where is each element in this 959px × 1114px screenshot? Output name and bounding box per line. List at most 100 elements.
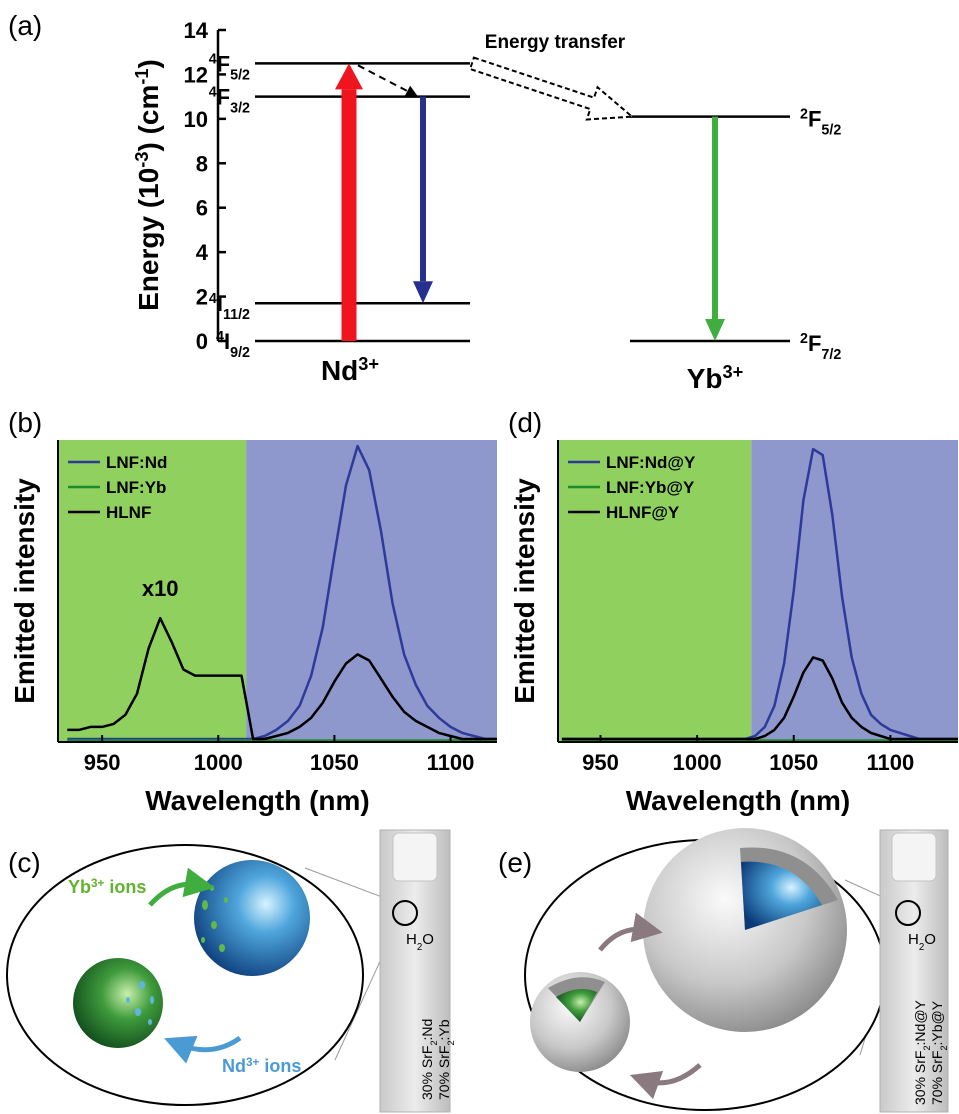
legend-label: LNF:Nd@Y bbox=[606, 453, 696, 472]
excitation-arrow bbox=[335, 63, 363, 341]
text-run: 2 bbox=[919, 942, 924, 953]
cuvette-cap bbox=[392, 832, 438, 882]
x-tick-label: 1050 bbox=[769, 750, 818, 775]
text-run: 3+ bbox=[358, 354, 379, 374]
annotation: x10 bbox=[142, 576, 179, 601]
sample-label: 30% SrF2:Nd@Y bbox=[912, 999, 932, 1105]
region bbox=[558, 440, 752, 742]
text-run: I bbox=[217, 291, 223, 316]
text-run: :Nd bbox=[419, 1019, 435, 1041]
text-run: Energy (10 bbox=[133, 168, 164, 311]
text-run: Yb bbox=[687, 363, 723, 394]
text-run: 11/2 bbox=[223, 307, 250, 323]
ion-label: Nd3+ ions bbox=[222, 1056, 301, 1077]
y-tick-label: 10 bbox=[184, 107, 208, 132]
text-run: 4 bbox=[209, 291, 217, 307]
text-run: ions bbox=[104, 877, 146, 897]
y-axis-label: Emitted intensity bbox=[9, 478, 40, 704]
transfer-arrow bbox=[629, 1063, 702, 1100]
y-tick-label: 6 bbox=[196, 196, 208, 221]
core bbox=[741, 861, 822, 930]
x-tick-label: 1100 bbox=[427, 750, 475, 775]
text-run: H bbox=[406, 931, 417, 948]
zoom-circle bbox=[392, 900, 418, 926]
text-run: ions bbox=[259, 1056, 301, 1076]
y-tick-label: 0 bbox=[196, 329, 208, 354]
y-tick-label: 4 bbox=[196, 240, 209, 265]
x-tick-label: 950 bbox=[84, 750, 121, 775]
text-run: 2 bbox=[800, 331, 808, 347]
arrow-head bbox=[413, 281, 433, 304]
series-line bbox=[67, 616, 497, 741]
y-tick-label: 14 bbox=[184, 18, 209, 43]
x-axis-label: Wavelength (nm) bbox=[145, 785, 370, 816]
text-run: :Yb bbox=[436, 1019, 452, 1040]
text-run: Nd bbox=[222, 1056, 246, 1076]
y-axis-label: Energy (10-3) (cm-1) bbox=[132, 59, 164, 311]
ion-name: Yb3+ bbox=[687, 362, 744, 394]
x-tick-label: 1050 bbox=[310, 750, 359, 775]
level-label: 2F7/2 bbox=[800, 331, 841, 363]
emission-arrow bbox=[705, 116, 725, 341]
text-run: 70% SrF bbox=[929, 1051, 945, 1105]
panel-label: (d) bbox=[508, 407, 542, 438]
text-run: 3/2 bbox=[230, 101, 250, 117]
y-tick-label: 12 bbox=[184, 62, 208, 87]
text-run: -3 bbox=[132, 152, 152, 168]
core bbox=[556, 988, 597, 1022]
panel-label: (e) bbox=[498, 847, 532, 878]
transfer-arrow-body bbox=[468, 56, 635, 121]
text-run: 7/2 bbox=[821, 347, 841, 363]
text-run: 2 bbox=[922, 1045, 932, 1050]
ion-label: Yb3+ ions bbox=[68, 877, 146, 898]
transfer-arrow bbox=[148, 867, 215, 907]
text-run: F bbox=[808, 107, 821, 132]
series-line bbox=[561, 656, 958, 741]
arrow-head bbox=[335, 63, 363, 90]
level-label: 4F3/2 bbox=[209, 85, 250, 117]
panel-label: (c) bbox=[8, 847, 41, 878]
text-run: 2 bbox=[446, 1040, 456, 1045]
text-run: -1 bbox=[132, 68, 152, 84]
sample-label: 30% SrF2:Nd bbox=[419, 1019, 439, 1100]
text-run: 3+ bbox=[91, 877, 105, 890]
level-label: 4F5/2 bbox=[209, 51, 250, 83]
text-run: 9/2 bbox=[230, 345, 250, 361]
text-run: Yb bbox=[68, 877, 91, 897]
level-label: 4I11/2 bbox=[209, 291, 250, 323]
transfer-arrow bbox=[468, 56, 635, 121]
text-run: 30% SrF bbox=[419, 1046, 435, 1100]
text-run: H bbox=[908, 931, 919, 948]
text-run: Nd bbox=[321, 355, 358, 386]
transfer-arrow bbox=[164, 1035, 242, 1064]
sample-label: 70% SrF2:Yb bbox=[436, 1019, 456, 1100]
text-run: 2 bbox=[939, 1045, 949, 1050]
sample-label: 70% SrF2:Yb@Y bbox=[929, 1000, 949, 1105]
water-label: H2O bbox=[406, 931, 434, 953]
text-run: F bbox=[808, 331, 821, 356]
legend-label: HLNF bbox=[106, 503, 151, 522]
region bbox=[751, 440, 958, 742]
y-tick-label: 8 bbox=[196, 151, 208, 176]
level-label: 2F5/2 bbox=[800, 107, 841, 139]
text-run: 2 bbox=[417, 942, 422, 953]
text-run: 4 bbox=[209, 85, 217, 101]
x-axis-label: Wavelength (nm) bbox=[626, 785, 851, 816]
text-run: 5/2 bbox=[821, 123, 841, 139]
text-run: 2 bbox=[800, 107, 808, 123]
text-run: 4 bbox=[209, 51, 217, 67]
panel-label: (a) bbox=[8, 10, 42, 41]
cuvette-cap bbox=[891, 832, 937, 882]
text-run: O bbox=[422, 931, 434, 948]
nd-particle bbox=[194, 860, 310, 976]
x-tick-label: 1000 bbox=[194, 750, 243, 775]
text-run: 30% SrF bbox=[912, 1051, 928, 1105]
x-tick-label: 950 bbox=[582, 750, 619, 775]
text-run: O bbox=[924, 931, 936, 948]
text-run: 70% SrF bbox=[436, 1046, 452, 1100]
text-run: :Nd@Y bbox=[912, 999, 928, 1045]
arrow-head bbox=[404, 85, 418, 97]
legend-label: HLNF@Y bbox=[606, 503, 680, 522]
transfer-arrow bbox=[598, 912, 663, 952]
